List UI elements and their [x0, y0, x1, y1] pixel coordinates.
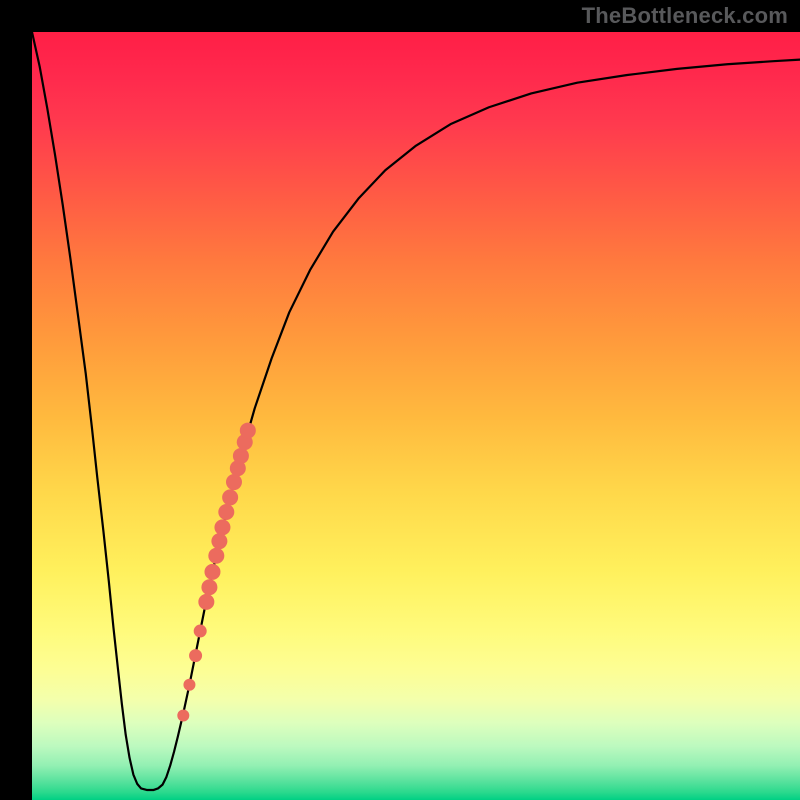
chart-plot — [32, 32, 800, 800]
chart-canvas: TheBottleneck.com — [0, 0, 800, 800]
watermark-text: TheBottleneck.com — [582, 3, 788, 29]
